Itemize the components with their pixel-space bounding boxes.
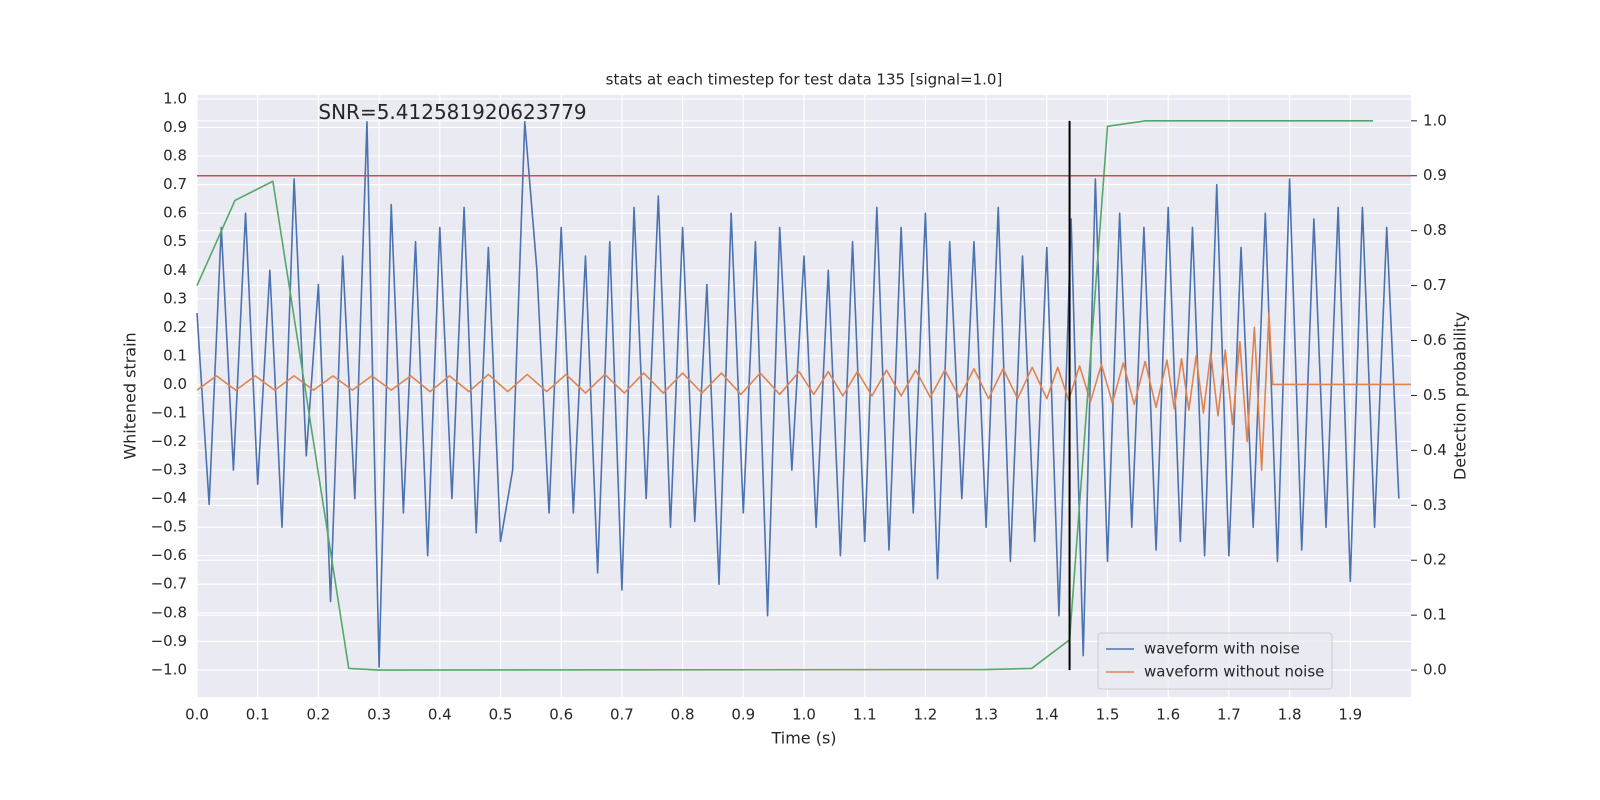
x-tick-label: 0.3 [367, 706, 391, 724]
x-tick-label: 1.7 [1217, 706, 1241, 724]
x-tick-label: 0.9 [731, 706, 755, 724]
x-tick-label: 1.9 [1338, 706, 1362, 724]
legend: waveform with noise waveform without nois… [1097, 632, 1333, 690]
x-tick-label: 0.4 [428, 706, 452, 724]
y2-axis-label: Detection probability [1451, 312, 1470, 480]
legend-box [1097, 632, 1333, 690]
y2-tick-label: 0.8 [1423, 221, 1447, 239]
y-tick-label: −0.9 [151, 632, 187, 650]
x-tick-label: 1.0 [792, 706, 816, 724]
annotation: SNR=5.412581920623779 [318, 100, 586, 124]
y-tick-label: 0.6 [163, 204, 187, 222]
x-tick-label: 0.5 [489, 706, 513, 724]
y2-tick-label: 0.5 [1423, 386, 1447, 404]
y2-tick-label: 0.7 [1423, 276, 1447, 294]
y2-tick-label: 0.0 [1423, 661, 1447, 679]
legend-label: waveform without noise [1144, 663, 1324, 681]
y2-tick-label: 0.9 [1423, 166, 1447, 184]
y-tick-label: −0.6 [151, 546, 187, 564]
y-tick-label: −1.0 [151, 660, 187, 678]
legend-label: waveform with noise [1144, 640, 1300, 658]
y-axis-label: Whitened strain [121, 332, 140, 459]
chart-title: stats at each timestep for test data 135… [606, 71, 1003, 89]
y-tick-label: 0.8 [163, 147, 187, 165]
x-tick-label: 0.6 [549, 706, 573, 724]
y2-tick-label: 0.3 [1423, 496, 1447, 514]
y-tick-label: −0.5 [151, 518, 187, 536]
x-tick-label: 1.2 [913, 706, 937, 724]
x-tick-label: 0.2 [306, 706, 330, 724]
x-tick-label: 0.8 [671, 706, 695, 724]
y-tick-label: 0.7 [163, 175, 187, 193]
y-tick-label: 0.0 [163, 375, 187, 393]
y-tick-label: −0.8 [151, 603, 187, 621]
x-tick-label: 0.0 [185, 706, 209, 724]
x-tick-label: 0.1 [246, 706, 270, 724]
y2-tick-label: 1.0 [1423, 111, 1447, 129]
y-tick-label: 0.9 [163, 118, 187, 136]
x-tick-label: 0.7 [610, 706, 634, 724]
series-line [196, 120, 1374, 671]
x-tick-label: 1.4 [1035, 706, 1059, 724]
y-tick-label: −0.7 [151, 575, 187, 593]
y-tick-label: −0.4 [151, 489, 187, 507]
y-tick-label: 0.5 [163, 232, 187, 250]
x-tick-label: 1.3 [974, 706, 998, 724]
y-tick-label: −0.1 [151, 403, 187, 421]
series-line [196, 121, 1400, 668]
y2-tick-label: 0.6 [1423, 331, 1447, 349]
y-tick-label: −0.2 [151, 432, 187, 450]
x-tick-label: 1.8 [1278, 706, 1302, 724]
y-tick-label: 0.4 [163, 261, 187, 279]
series-line [196, 312, 1411, 471]
y-tick-label: −0.3 [151, 461, 187, 479]
y-tick-label: 0.1 [163, 346, 187, 364]
x-axis-label: Time (s) [770, 729, 836, 748]
y-tick-label: 0.3 [163, 289, 187, 307]
x-tick-label: 1.1 [853, 706, 877, 724]
y-tick-label: 1.0 [163, 89, 187, 107]
y-tick-label: 0.2 [163, 318, 187, 336]
x-tick-label: 1.5 [1096, 706, 1120, 724]
y2-tick-label: 0.1 [1423, 606, 1447, 624]
x-tick-label: 1.6 [1156, 706, 1180, 724]
y2-tick-label: 0.4 [1423, 441, 1447, 459]
y2-tick-label: 0.2 [1423, 551, 1447, 569]
